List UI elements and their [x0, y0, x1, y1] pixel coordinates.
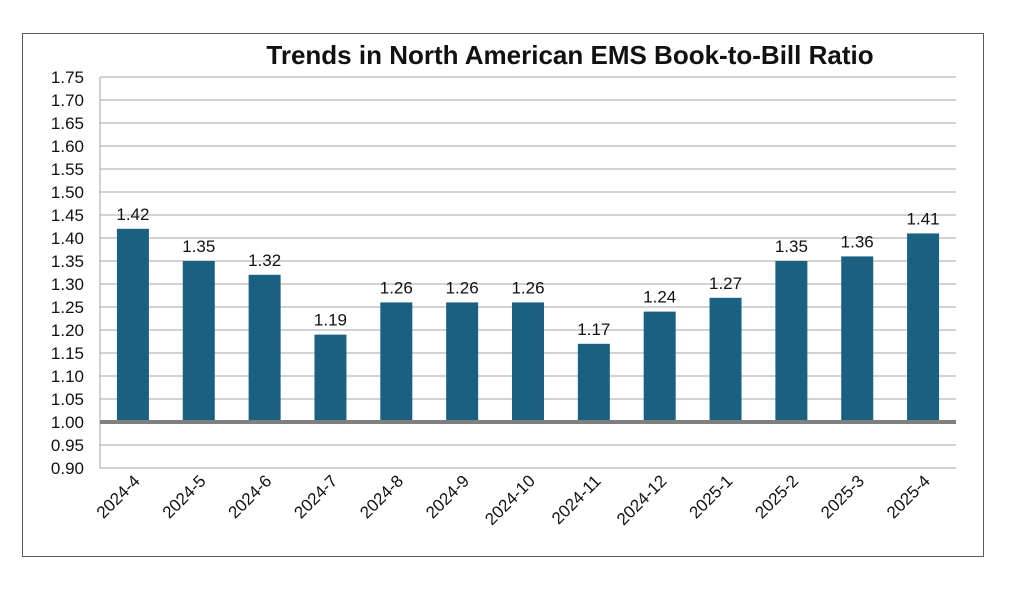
data-label: 1.42 — [116, 205, 149, 224]
y-tick-label: 1.55 — [51, 160, 84, 179]
y-tick-label: 1.30 — [51, 275, 84, 294]
chart-frame — [22, 33, 984, 557]
bar — [577, 343, 610, 422]
bar — [512, 302, 544, 422]
chart-title: Trends in North American EMS Book-to-Bil… — [266, 40, 874, 70]
data-label: 1.26 — [446, 278, 479, 297]
x-tick-label: 2024-9 — [422, 471, 473, 522]
x-tick-label: 2024-5 — [159, 471, 210, 522]
data-label: 1.26 — [511, 278, 544, 297]
x-tick-label: 2024-7 — [290, 471, 341, 522]
y-tick-label: 1.50 — [51, 183, 84, 202]
data-label: 1.35 — [182, 237, 215, 256]
data-label: 1.41 — [907, 209, 940, 228]
bar — [841, 256, 874, 422]
y-tick-label: 1.15 — [51, 344, 84, 363]
x-tick-label: 2024-12 — [613, 471, 671, 529]
data-label: 1.36 — [841, 232, 874, 251]
x-tick-label: 2024-10 — [481, 471, 539, 529]
y-tick-label: 1.75 — [51, 68, 84, 87]
bar — [709, 297, 742, 422]
data-labels: 1.42 1.35 1.32 1.19 1.26 1.26 1.26 1.17 1.24 1.27… — [116, 205, 939, 339]
y-tick-label: 1.35 — [51, 252, 84, 271]
bar — [116, 228, 149, 422]
data-label: 1.26 — [380, 278, 413, 297]
data-label: 1.19 — [314, 311, 347, 330]
bar — [446, 302, 479, 422]
y-tick-label: 1.70 — [51, 91, 84, 110]
x-tick-label: 2024-11 — [548, 471, 605, 528]
bars — [100, 228, 956, 424]
y-tick-label: 0.95 — [51, 436, 84, 455]
bar — [775, 261, 808, 422]
y-axis-tick-labels: 0.90 0.95 1.00 1.05 1.10 1.15 1.20 1.25 1.30 1.35… — [51, 68, 84, 478]
bar — [380, 302, 413, 422]
x-tick-label: 2025-3 — [817, 471, 868, 522]
y-tick-label: 1.00 — [51, 413, 84, 432]
bar — [248, 274, 281, 422]
x-tick-label: 2025-2 — [751, 471, 802, 522]
x-axis-tick-labels: 2024-4 2024-5 2024-6 2024-7 2024-8 2024-9 2024… — [93, 471, 934, 529]
bar — [314, 334, 347, 422]
bar — [182, 261, 215, 422]
y-tick-label: 1.25 — [51, 298, 84, 317]
data-label: 1.27 — [709, 274, 742, 293]
y-tick-label: 1.20 — [51, 321, 84, 340]
y-tick-label: 1.10 — [51, 367, 84, 386]
bar — [643, 311, 676, 422]
y-tick-label: 1.65 — [51, 114, 84, 133]
y-tick-label: 1.60 — [51, 137, 84, 156]
data-label: 1.32 — [248, 251, 281, 270]
data-label: 1.24 — [643, 288, 676, 307]
x-tick-label: 2024-6 — [225, 471, 276, 522]
data-label: 1.17 — [577, 320, 610, 339]
y-tick-label: 0.90 — [51, 459, 84, 478]
y-tick-label: 1.45 — [51, 206, 84, 225]
data-label: 1.35 — [775, 237, 808, 256]
x-tick-label: 2025-1 — [685, 471, 736, 522]
x-tick-label: 2024-4 — [93, 471, 144, 522]
x-tick-label: 2024-8 — [356, 471, 407, 522]
y-tick-label: 1.05 — [51, 390, 84, 409]
y-tick-label: 1.40 — [51, 229, 84, 248]
x-tick-label: 2025-4 — [883, 471, 934, 522]
bar — [907, 233, 940, 422]
